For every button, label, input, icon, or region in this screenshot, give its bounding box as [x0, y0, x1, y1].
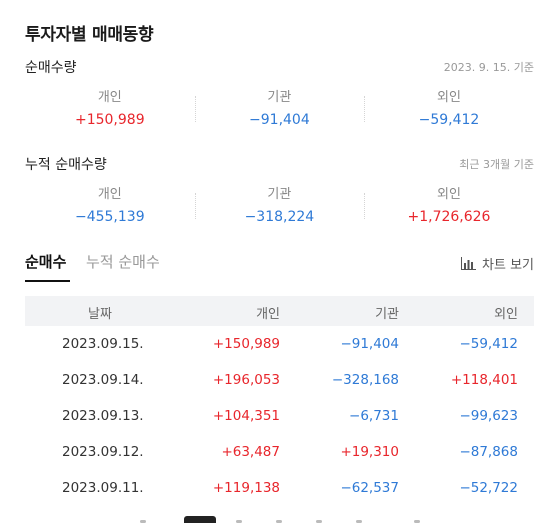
tab-cumulative-net-buy[interactable]: 누적 순매수: [86, 253, 160, 271]
table-row: 2023.09.14. +196,053 −328,168 +118,401: [25, 364, 534, 400]
daily-foreign: 외인 −59,412: [364, 90, 534, 138]
row-foreign: −99,623: [459, 408, 518, 424]
row-date: 2023.09.14.: [62, 372, 144, 388]
daily-foreign-value: −59,412: [418, 112, 480, 128]
cumulative-period-note: 최근 3개월 기준: [459, 158, 534, 171]
column-header-institution: 기관: [375, 307, 399, 322]
daily-institution: 기관 −91,404: [195, 90, 365, 138]
table-row: 2023.09.11. +119,138 −62,537 −52,722: [25, 472, 534, 508]
daily-individual: 개인 +150,989: [25, 90, 195, 138]
cumulative-individual-label: 개인: [97, 187, 122, 202]
chart-view-button[interactable]: 차트 보기: [461, 254, 534, 273]
column-header-individual: 개인: [256, 307, 280, 322]
cumulative-individual: 개인 −455,139: [25, 187, 195, 235]
daily-net-buy-label: 순매수량: [25, 60, 77, 76]
table-row: 2023.09.15. +150,989 −91,404 −59,412: [25, 328, 534, 364]
tab-bar: 순매수 누적 순매수 차트 보기: [25, 252, 534, 282]
cumulative-individual-value: −455,139: [74, 209, 145, 225]
daily-foreign-label: 외인: [437, 90, 461, 105]
page-button[interactable]: [356, 520, 362, 523]
page-button[interactable]: [236, 520, 242, 523]
divider: [364, 193, 365, 219]
page-next-button[interactable]: [414, 520, 420, 523]
row-institution: +19,310: [340, 444, 399, 460]
table-row: 2023.09.13. +104,351 −6,731 −99,623: [25, 400, 534, 436]
row-institution: −328,168: [331, 372, 399, 388]
row-institution: −91,404: [340, 336, 399, 352]
row-foreign: +118,401: [450, 372, 518, 388]
row-foreign: −87,868: [459, 444, 518, 460]
cumulative-institution-label: 기관: [267, 187, 292, 202]
row-individual: +196,053: [212, 372, 280, 388]
row-individual: +63,487: [221, 444, 280, 460]
row-institution: −6,731: [349, 408, 399, 424]
row-date: 2023.09.11.: [62, 480, 144, 496]
divider: [195, 96, 196, 122]
page-current-button[interactable]: [184, 516, 216, 523]
daily-base-date: 2023. 9. 15. 기준: [443, 61, 534, 74]
row-date: 2023.09.13.: [62, 408, 144, 424]
pagination: [0, 514, 539, 523]
row-institution: −62,537: [340, 480, 399, 496]
column-header-date: 날짜: [88, 307, 112, 322]
page-button[interactable]: [276, 520, 282, 523]
row-individual: +150,989: [212, 336, 280, 352]
bar-chart-icon: [461, 257, 477, 270]
daily-institution-label: 기관: [267, 90, 292, 105]
daily-individual-label: 개인: [97, 90, 122, 105]
row-date: 2023.09.12.: [62, 444, 144, 460]
row-individual: +119,138: [212, 480, 280, 496]
divider: [364, 96, 365, 122]
row-foreign: −52,722: [459, 480, 518, 496]
daily-institution-value: −91,404: [249, 112, 310, 128]
cumulative-foreign-value: +1,726,626: [407, 209, 491, 225]
cumulative-net-buy-summary: 개인 −455,139 기관 −318,224 외인 +1,726,626: [25, 187, 534, 235]
divider: [195, 193, 196, 219]
daily-net-buy-header: 순매수량 2023. 9. 15. 기준: [25, 57, 534, 77]
daily-individual-value: +150,989: [74, 112, 145, 128]
row-date: 2023.09.15.: [62, 336, 144, 352]
cumulative-net-buy-label: 누적 순매수량: [25, 157, 107, 173]
page-title: 투자자별 매매동향: [25, 25, 154, 45]
cumulative-institution: 기관 −318,224: [195, 187, 365, 235]
cumulative-net-buy-header: 누적 순매수량 최근 3개월 기준: [25, 154, 534, 174]
page-prev-button[interactable]: [140, 520, 146, 523]
row-foreign: −59,412: [459, 336, 518, 352]
active-tab-indicator: [25, 280, 70, 282]
cumulative-institution-value: −318,224: [244, 209, 315, 225]
column-header-foreign: 외인: [494, 307, 518, 322]
tab-net-buy[interactable]: 순매수: [25, 253, 67, 271]
table-header: 날짜 개인 기관 외인: [25, 296, 534, 326]
row-individual: +104,351: [212, 408, 280, 424]
cumulative-foreign-label: 외인: [437, 187, 461, 202]
table-row: 2023.09.12. +63,487 +19,310 −87,868: [25, 436, 534, 472]
cumulative-foreign: 외인 +1,726,626: [364, 187, 534, 235]
chart-view-label: 차트 보기: [482, 258, 534, 273]
daily-net-buy-summary: 개인 +150,989 기관 −91,404 외인 −59,412: [25, 90, 534, 138]
page-button[interactable]: [316, 520, 322, 523]
